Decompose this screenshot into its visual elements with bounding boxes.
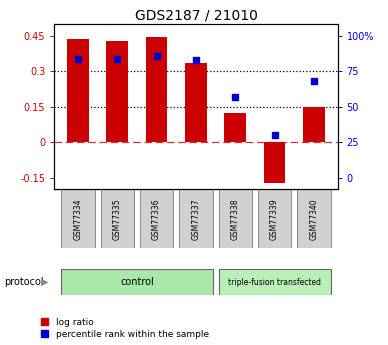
Bar <box>179 189 213 248</box>
Text: control: control <box>120 277 154 287</box>
Text: GSM77338: GSM77338 <box>231 198 240 240</box>
Bar <box>218 269 331 295</box>
Text: GSM77335: GSM77335 <box>113 198 122 240</box>
Text: GSM77340: GSM77340 <box>310 198 319 240</box>
Text: triple-fusion transfected: triple-fusion transfected <box>228 277 321 287</box>
Text: GSM77337: GSM77337 <box>191 198 201 240</box>
Bar <box>225 113 246 142</box>
Bar <box>67 39 89 142</box>
Point <box>154 53 160 59</box>
Text: protocol: protocol <box>4 277 43 287</box>
Point <box>311 79 317 84</box>
Bar <box>100 189 134 248</box>
Point <box>114 56 120 61</box>
Text: ▶: ▶ <box>41 277 48 287</box>
Bar <box>140 189 173 248</box>
Point <box>232 94 238 100</box>
Point <box>75 56 81 61</box>
Text: GSM77334: GSM77334 <box>73 198 82 240</box>
Bar <box>146 37 167 142</box>
Bar <box>297 189 331 248</box>
Point <box>193 57 199 63</box>
Text: GSM77339: GSM77339 <box>270 198 279 240</box>
Point <box>272 132 278 138</box>
Bar <box>303 107 325 142</box>
Bar <box>61 269 213 295</box>
Bar <box>106 41 128 142</box>
Bar <box>258 189 291 248</box>
Bar <box>218 189 252 248</box>
Bar <box>264 142 286 184</box>
Bar <box>185 63 207 142</box>
Bar <box>61 189 95 248</box>
Legend: log ratio, percentile rank within the sample: log ratio, percentile rank within the sa… <box>40 316 211 341</box>
Title: GDS2187 / 21010: GDS2187 / 21010 <box>135 9 257 23</box>
Text: GSM77336: GSM77336 <box>152 198 161 240</box>
